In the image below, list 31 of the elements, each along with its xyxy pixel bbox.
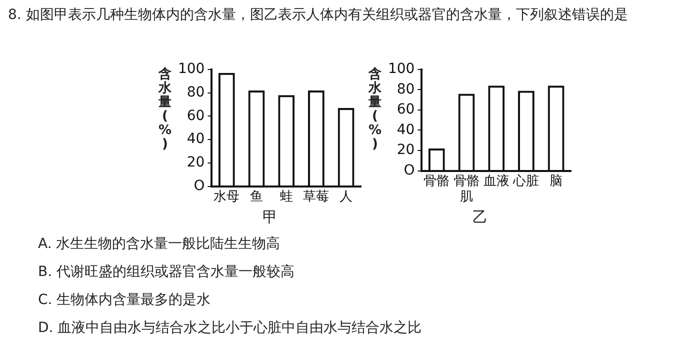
y-tick-label: 20 bbox=[186, 154, 205, 171]
x-axis-title: 乙 bbox=[472, 208, 488, 227]
y-axis-title: 含水量(%) bbox=[367, 67, 383, 152]
y-tick-label: 60 bbox=[186, 108, 205, 124]
x-tick-label: 骨骼 bbox=[424, 174, 450, 189]
text: 8. 如图甲表示几种生物体内的含水量，图乙表示人体内有关组织或器官的含水量，下列叙述错误的是 bbox=[8, 6, 628, 24]
y-tick-label: O bbox=[404, 162, 415, 178]
x-tick-label: 人 bbox=[340, 190, 353, 205]
x-tick-label: 骨骼肌 bbox=[454, 174, 480, 205]
x-tick-label: 脑 bbox=[550, 174, 563, 189]
x-tick-label: 血液 bbox=[483, 174, 510, 189]
y-tick-label: 80 bbox=[186, 84, 205, 100]
y-tick-label: 60 bbox=[396, 102, 415, 118]
y-tick-label: 80 bbox=[396, 81, 415, 98]
x-tick-label: 蛙 bbox=[280, 190, 293, 205]
y-tick-label: O bbox=[194, 178, 205, 194]
text: A. 水生生物的含水量一般比陆生生物高 bbox=[38, 235, 280, 253]
y-tick-label: 20 bbox=[396, 142, 415, 158]
text: B. 代谢旺盛的组织或器官含水量一般较高 bbox=[38, 263, 295, 281]
y-tick-label: 40 bbox=[396, 122, 415, 138]
x-tick-label: 鱼 bbox=[250, 190, 264, 205]
x-tick-label: 草莓 bbox=[303, 190, 330, 205]
y-tick-label: 100 bbox=[388, 61, 415, 78]
x-tick-label: 水母 bbox=[214, 190, 240, 205]
y-axis-title: 含水量(%) bbox=[157, 67, 173, 152]
y-tick-label: 40 bbox=[186, 131, 205, 148]
text: D. 血液中自由水与结合水之比小于心脏中自由水与结合水之比 bbox=[38, 319, 422, 337]
y-tick-label: 100 bbox=[178, 61, 205, 78]
x-tick-label: 心脏 bbox=[512, 172, 540, 189]
x-axis-title: 甲 bbox=[262, 208, 278, 227]
text: C. 生物体内含量最多的是水 bbox=[38, 291, 211, 309]
